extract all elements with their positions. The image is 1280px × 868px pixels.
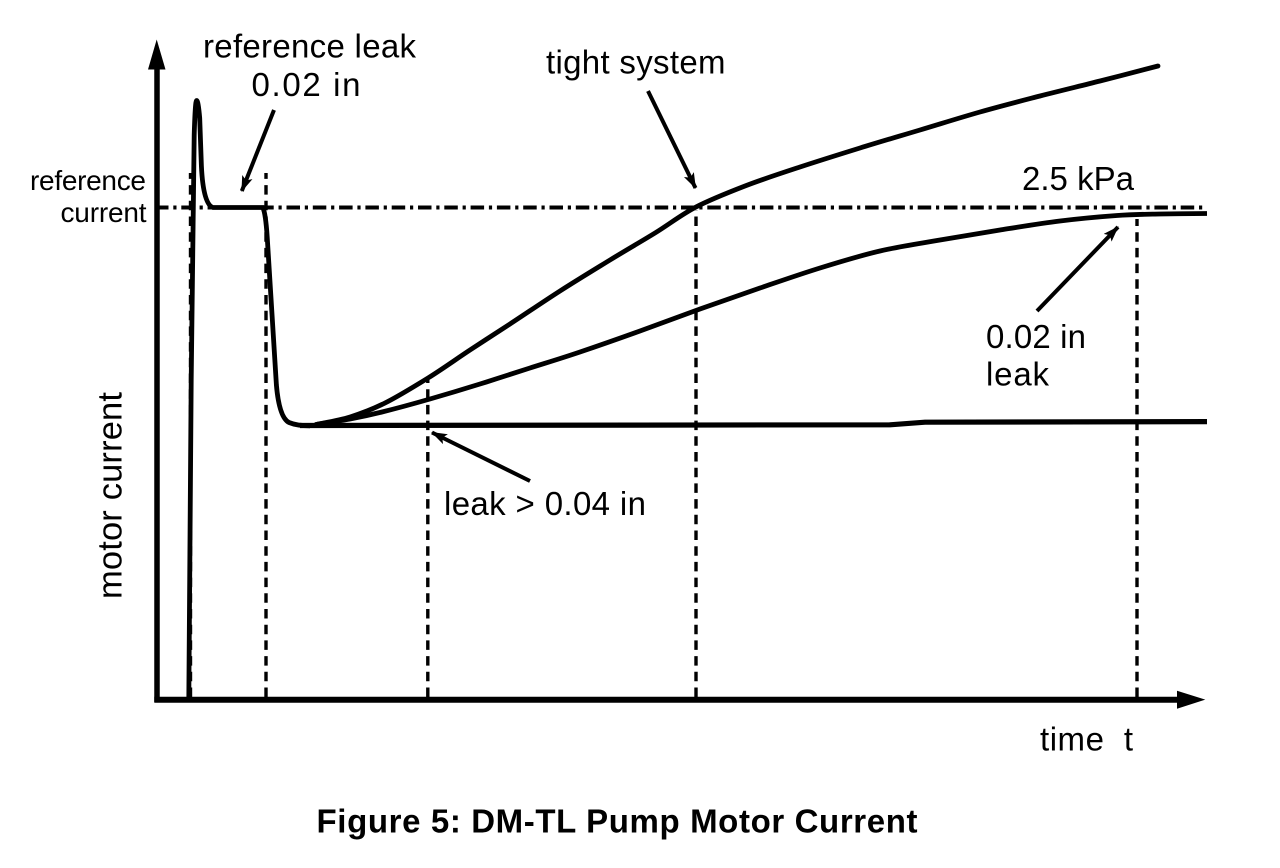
svg-text:Figure 5: DM-TL Pump Motor Cur: Figure 5: DM-TL Pump Motor Current <box>317 803 918 840</box>
svg-text:0.02 in: 0.02 in <box>986 318 1086 355</box>
svg-text:0.02 in: 0.02 in <box>252 66 361 103</box>
svg-text:leak: leak <box>986 356 1050 393</box>
svg-text:reference: reference <box>30 165 146 196</box>
svg-text:motor current: motor current <box>92 392 130 599</box>
svg-text:leak > 0.04 in: leak > 0.04 in <box>444 485 646 522</box>
svg-text:time t: time t <box>1040 721 1133 758</box>
svg-text:reference leak: reference leak <box>203 28 417 65</box>
svg-text:2.5 kPa: 2.5 kPa <box>1022 160 1135 197</box>
svg-text:current: current <box>61 197 147 228</box>
svg-text:tight system: tight system <box>546 44 726 81</box>
